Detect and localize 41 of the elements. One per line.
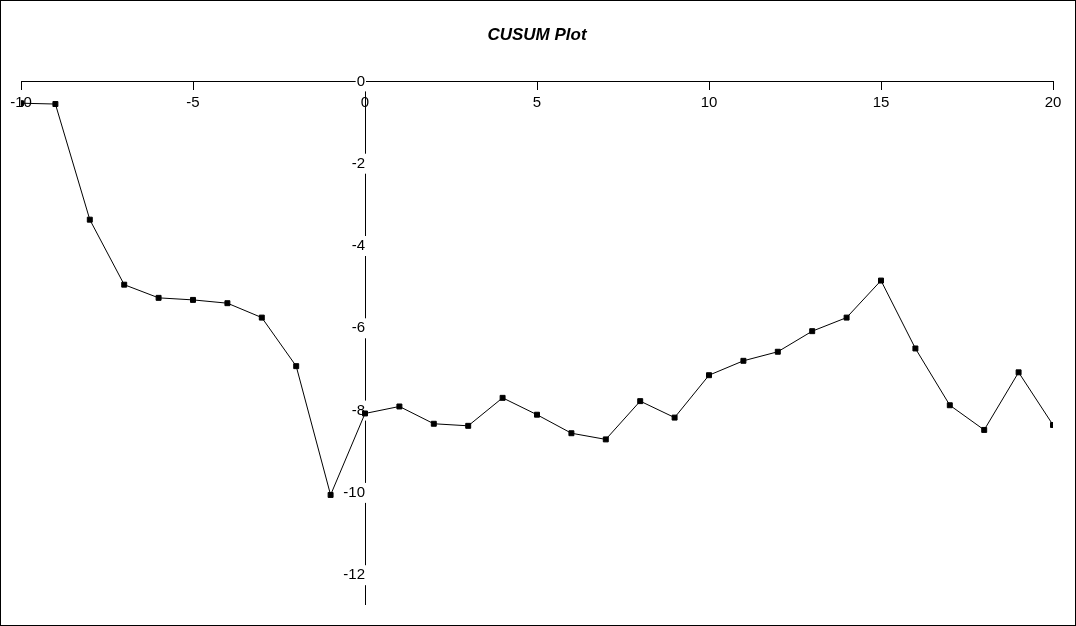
x-tick-label: -10 <box>10 92 32 110</box>
point <box>981 426 988 433</box>
point <box>946 402 953 409</box>
x-tick-label: 10 <box>700 92 718 110</box>
chart-title: CUSUM Plot <box>487 24 588 44</box>
point <box>602 436 609 443</box>
point <box>843 314 850 321</box>
point <box>740 357 747 364</box>
point <box>86 216 93 223</box>
point <box>121 281 128 288</box>
y-tick-label: -10 <box>343 483 365 501</box>
point <box>671 414 678 421</box>
x-tick-label: 5 <box>532 92 542 110</box>
y-tick-label: 0 <box>356 71 365 89</box>
y-tick-label: -2 <box>351 153 365 171</box>
point <box>52 101 59 108</box>
point <box>258 314 265 321</box>
point <box>155 294 162 301</box>
point <box>499 394 506 401</box>
point <box>190 296 196 303</box>
point <box>396 403 403 410</box>
y-tick-label: -6 <box>351 318 365 336</box>
point <box>465 422 472 429</box>
y-tick-label: -12 <box>343 565 365 583</box>
point <box>224 300 231 307</box>
point <box>568 430 575 437</box>
point <box>774 348 781 355</box>
y-tick-label: -4 <box>351 236 365 254</box>
x-tick-label: 15 <box>872 92 890 110</box>
x-tick-label: -5 <box>186 92 200 110</box>
point <box>1015 369 1022 376</box>
point <box>878 277 884 284</box>
point <box>912 345 919 352</box>
x-tick-label: 20 <box>1044 92 1062 110</box>
point <box>534 411 540 418</box>
point <box>637 398 644 405</box>
point <box>809 328 816 335</box>
point <box>293 363 300 370</box>
point <box>327 491 334 498</box>
point <box>706 372 712 379</box>
point <box>430 420 437 427</box>
